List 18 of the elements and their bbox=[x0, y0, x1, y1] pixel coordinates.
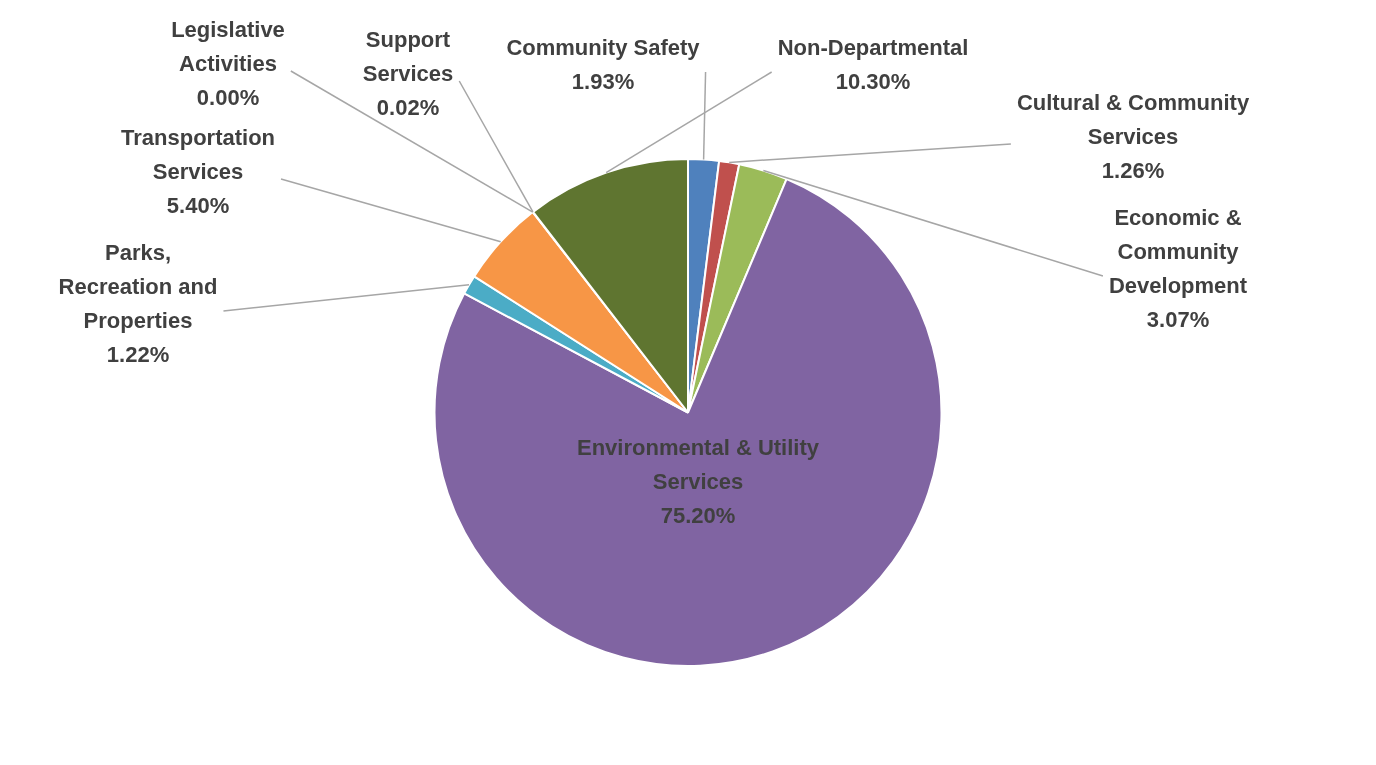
data-label: 0.02% bbox=[376, 95, 440, 121]
data-label: 1.26% bbox=[1101, 158, 1165, 184]
data-label: 1.22% bbox=[106, 342, 170, 368]
data-label: 3.07% bbox=[1146, 307, 1210, 333]
data-label: 10.30% bbox=[835, 69, 911, 95]
slice-label: Support Services bbox=[362, 27, 454, 87]
data-label: 75.20% bbox=[660, 503, 736, 529]
slice-label: Environmental & Utility Services bbox=[576, 435, 820, 495]
slice-label: Non-Departmental bbox=[777, 35, 969, 61]
slice-label: Cultural & Community Services bbox=[1016, 90, 1250, 150]
slice-label: Community Safety bbox=[506, 35, 701, 61]
data-label: 1.93% bbox=[571, 69, 635, 95]
slice-label: Transportation Services bbox=[120, 125, 276, 185]
slice-label: Economic & Community Development bbox=[1108, 205, 1248, 299]
text: 0.00% bbox=[196, 85, 260, 111]
category-label: Legislative Activities bbox=[171, 17, 285, 77]
slice-label: Parks, Recreation and Properties bbox=[58, 240, 218, 334]
data-label: 5.40% bbox=[166, 193, 230, 219]
